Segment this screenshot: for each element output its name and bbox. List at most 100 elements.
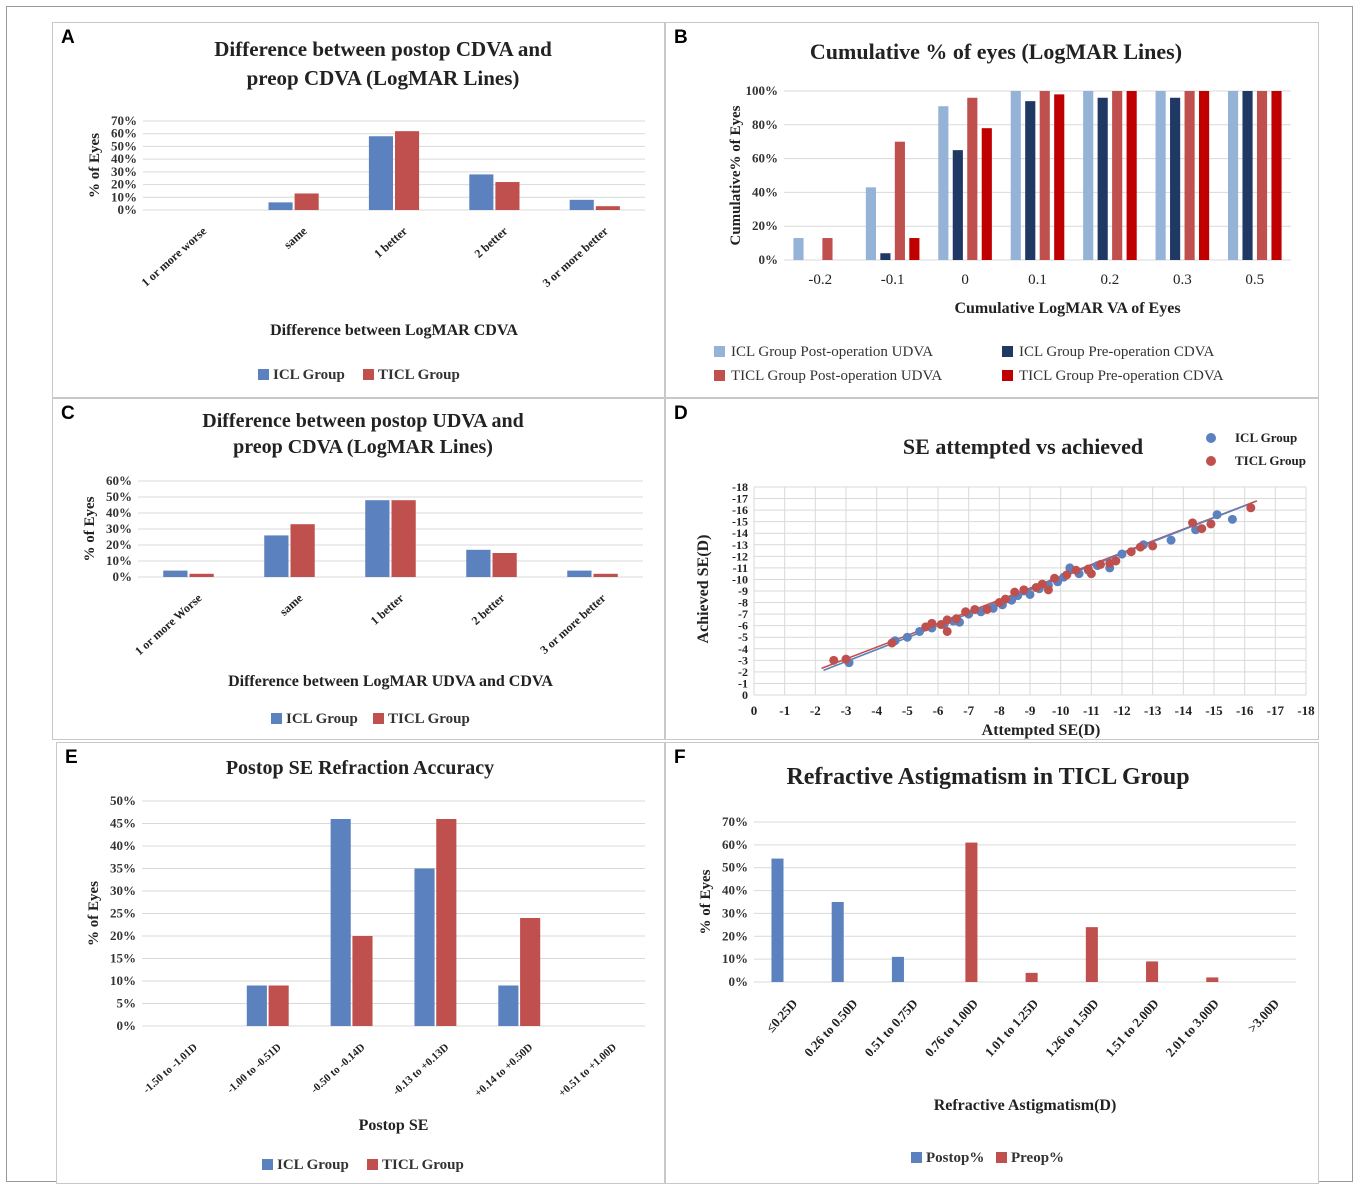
y-tick-label: -9 xyxy=(738,584,748,598)
y-tick-label: 0% xyxy=(117,1018,137,1033)
x-axis-label: Postop SE xyxy=(359,1117,429,1134)
y-tick-label: -1 xyxy=(738,676,748,690)
y-tick-label: -8 xyxy=(738,596,748,610)
y-tick-label: -5 xyxy=(738,630,748,644)
x-tick-label: same xyxy=(277,590,306,618)
x-axis-label: Attempted SE(D) xyxy=(982,722,1101,739)
y-tick-label: 10% xyxy=(111,189,137,204)
x-tick-label: -4 xyxy=(871,703,882,718)
bar-icl-group-pre-operation-cdva xyxy=(1097,97,1108,260)
y-tick-label: 70% xyxy=(111,113,137,128)
bar-ticl-group-post-operation-udva xyxy=(1039,91,1050,260)
legend-label: Preop% xyxy=(1011,1150,1064,1166)
bar-ticl-group-post-operation-udva xyxy=(894,141,905,260)
bar-icl-group xyxy=(365,500,390,577)
legend-swatch xyxy=(363,369,374,380)
y-tick-label: -15 xyxy=(732,515,748,529)
bar-ticl-group-pre-operation-cdva xyxy=(909,238,920,260)
x-tick-label: ≤0.25D xyxy=(763,996,800,1035)
x-axis-label: Cumulative LogMAR VA of Eyes xyxy=(954,300,1180,317)
x-tick-label: 1.26 to 1.50D xyxy=(1042,996,1101,1060)
y-tick-label: 60% xyxy=(106,473,132,488)
x-tick-label: 2 better xyxy=(469,590,508,627)
legend-swatch xyxy=(911,1152,922,1163)
legend-label: ICL Group xyxy=(286,711,358,727)
panel-e: E Postop SE Refraction Accuracy 0% 5% 10% 15… xyxy=(56,742,665,1184)
bar-icl-group xyxy=(569,199,594,210)
bar-ticl-group-pre-operation-cdva xyxy=(1271,91,1282,260)
legend-label: ICL Group Pre-operation CDVA xyxy=(1019,344,1215,360)
legend-label: TICL Group xyxy=(382,1157,464,1173)
y-axis-label: % of Eyes xyxy=(82,496,98,561)
x-tick-label: -5 xyxy=(902,703,913,718)
y-tick-label: -17 xyxy=(732,492,748,506)
y-tick-label: 60% xyxy=(111,126,137,141)
point-icl-group xyxy=(1025,589,1035,599)
legend-label: ICL Group Post-operation UDVA xyxy=(731,344,933,360)
bar-icl-group-pre-operation-cdva xyxy=(880,253,891,260)
x-axis-label: Difference between LogMAR UDVA and CDVA xyxy=(228,673,553,690)
x-tick-label: 0.3 xyxy=(1173,272,1192,288)
y-axis-label: % of Eyes xyxy=(698,869,714,934)
x-tick-label: -8 xyxy=(994,703,1005,718)
panel-label-d: D xyxy=(674,403,688,424)
point-icl-group xyxy=(1117,549,1127,559)
x-tick-label: 3 or more better xyxy=(537,590,609,657)
y-tick-label: 20% xyxy=(752,218,778,233)
bar-ticl-group xyxy=(593,573,618,577)
y-tick-label: -16 xyxy=(732,503,748,517)
point-ticl-group xyxy=(1037,579,1047,589)
bar-ticl-group xyxy=(520,918,541,1026)
y-tick-label: -7 xyxy=(738,607,748,621)
y-tick-label: 50% xyxy=(110,793,136,808)
x-tick-label: 1 better xyxy=(368,590,407,627)
y-tick-label: 0% xyxy=(118,202,138,217)
bar-icl-group-pre-operation-cdva xyxy=(1170,97,1181,260)
point-ticl-group xyxy=(829,655,839,665)
legend-swatch xyxy=(1002,370,1013,381)
x-tick-label: 0 xyxy=(751,703,758,718)
point-ticl-group xyxy=(1126,547,1136,557)
x-tick-label: -17 xyxy=(1267,703,1285,718)
bar-preop- xyxy=(965,842,978,982)
x-tick-label: -6 xyxy=(933,703,944,718)
bar-ticl-group-pre-operation-cdva xyxy=(1054,94,1065,260)
x-tick-label: >3.00D xyxy=(1245,996,1283,1035)
legend-label: TICL Group xyxy=(1235,453,1306,468)
y-tick-label: 45% xyxy=(110,816,136,831)
y-tick-label: -10 xyxy=(732,572,748,586)
x-tick-label: +0.51 to +1.00D xyxy=(556,1041,619,1099)
bar-preop- xyxy=(1025,972,1038,982)
y-tick-label: 60% xyxy=(752,151,778,166)
y-tick-label: 35% xyxy=(110,861,136,876)
x-tick-label: 2.01 to 3.00D xyxy=(1162,996,1221,1060)
point-icl-group xyxy=(1212,510,1222,520)
legend-swatch xyxy=(714,370,725,381)
x-tick-label: 1.51 to 2.00D xyxy=(1102,996,1161,1060)
y-tick-label: 25% xyxy=(110,906,136,921)
x-tick-label: -2 xyxy=(810,703,821,718)
y-axis-label: Cumulative% of Eyes xyxy=(728,105,744,245)
x-tick-label: 0 xyxy=(961,272,969,288)
y-tick-label: 70% xyxy=(722,814,748,829)
point-icl-group xyxy=(902,632,912,642)
legend-label: TICL Group xyxy=(388,711,470,727)
point-ticl-group xyxy=(1000,594,1010,604)
chart-title: preop CDVA (LogMAR Lines) xyxy=(233,436,493,458)
legend-swatch xyxy=(262,1159,273,1170)
y-tick-label: -2 xyxy=(738,665,748,679)
bar-icl-group-pre-operation-cdva xyxy=(1025,101,1036,260)
y-tick-label: 30% xyxy=(110,883,136,898)
point-ticl-group xyxy=(961,607,971,617)
point-ticl-group xyxy=(1050,573,1060,583)
chart-title: preop CDVA (LogMAR Lines) xyxy=(247,66,520,90)
x-tick-label: 0.76 to 1.00D xyxy=(922,996,981,1060)
point-ticl-group xyxy=(982,604,992,614)
point-ticl-group xyxy=(1096,559,1106,569)
panel-label-b: B xyxy=(674,27,688,48)
x-tick-label: 1 or more Worse xyxy=(132,590,205,658)
x-tick-label: -11 xyxy=(1083,703,1100,718)
chart-title: Difference between postop CDVA and xyxy=(214,37,552,61)
y-axis-label: % of Eyes xyxy=(86,881,102,946)
y-axis-label: % of Eyes xyxy=(87,133,103,198)
